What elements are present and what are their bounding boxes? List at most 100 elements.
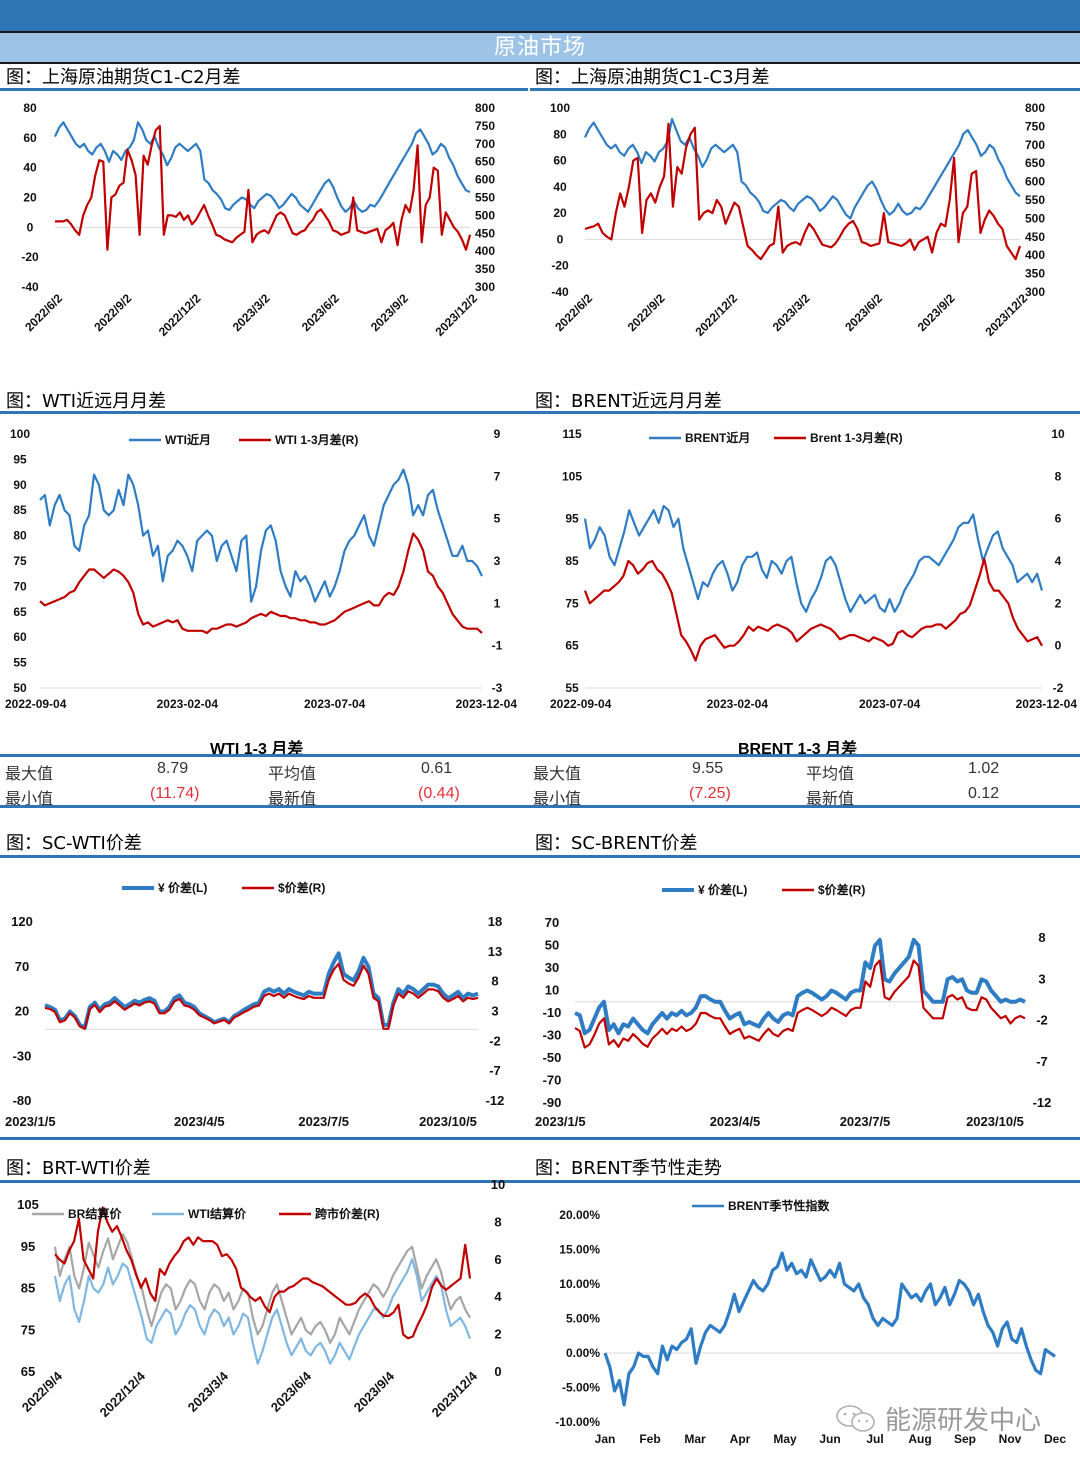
x-tick-label: Jul <box>866 1432 883 1446</box>
x-tick-label: Mar <box>684 1432 706 1446</box>
section-title-brent-spread: 图：BRENT近远月月差 <box>535 391 722 412</box>
y-left-tick-label: -90 <box>543 1095 562 1110</box>
x-tick-label: Aug <box>908 1432 931 1446</box>
x-tick-label: Sep <box>954 1432 976 1446</box>
wti-max-value: 8.79 <box>157 760 189 777</box>
y-right-tick-label: 10 <box>491 1177 505 1192</box>
x-tick-label: 2023/4/5 <box>710 1114 761 1129</box>
x-tick-label: 2023/10/5 <box>419 1114 477 1129</box>
y-right-tick-label: 750 <box>475 119 495 133</box>
y-right-tick-label: -2 <box>1036 1013 1048 1028</box>
chart-brt-wti: 105 95 85 75 65 10 8 6 4 2 0 2022/9/4 2022/12/4 2023/… <box>0 1177 530 1463</box>
y-left-tick-label: 55 <box>13 656 27 670</box>
chart-sc-wti: 120 70 20 -30 -80 18 13 8 3 -2 -7 -12 2023/1/5 2023/4… <box>0 860 530 1135</box>
y-right-tick-label: -12 <box>486 1093 505 1108</box>
series-line-0 <box>584 117 1021 220</box>
series-line-0 <box>574 937 1026 1036</box>
y-left-tick-label: 0 <box>27 220 34 234</box>
y-right-tick-label: 750 <box>1025 119 1045 133</box>
x-tick-label: 2023/3/2 <box>230 291 273 334</box>
section-title-sc-brent: 图：SC-BRENT价差 <box>535 833 698 854</box>
legend-label: BRENT季节性指数 <box>728 1198 830 1213</box>
y-left-tick-label: 100 <box>10 427 30 441</box>
y-right-tick-label: 650 <box>1025 156 1045 170</box>
y-left-tick-label: -70 <box>543 1073 562 1088</box>
legend-label: Brent 1-3月差(R) <box>810 430 903 445</box>
chart-sc-c1c3: 100 80 60 40 20 0 -20 -40 800 750 700 650 600 550 500 4… <box>530 92 1080 382</box>
wti-latest-label: 最新值 <box>268 791 317 808</box>
y-left-tick-label: 20 <box>553 206 567 220</box>
y-left-tick-label: 20.00% <box>559 1208 600 1222</box>
x-tick-label: 2023-12-04 <box>1016 697 1078 711</box>
y-right-tick-label: 2 <box>1055 596 1062 610</box>
x-tick-label: 2023/12/2 <box>982 291 1030 339</box>
y-left-tick-label: 5.00% <box>566 1312 600 1326</box>
x-tick-label: 2023/9/4 <box>351 1368 398 1415</box>
legend-label: ¥ 价差(L) <box>158 880 207 895</box>
banner-title: 原油市场 <box>0 33 1080 64</box>
chart-svg-sc_c1c3: 100 80 60 40 20 0 -20 -40 800 750 700 650 600 550 500 4… <box>550 101 1045 339</box>
y-right-tick-label: 6 <box>494 1252 501 1267</box>
y-right-tick-label: -2 <box>489 1033 501 1048</box>
brent-latest-value: 0.12 <box>968 785 1000 802</box>
y-left-tick-label: -20 <box>21 250 39 264</box>
y-right-tick-label: 18 <box>488 914 502 929</box>
x-tick-label: 2023/3/2 <box>770 291 813 334</box>
legend-label: ¥ 价差(L) <box>698 882 747 897</box>
stats-top-divider <box>0 754 1080 757</box>
chart-svg-brent_spread: 115 105 95 85 75 65 55 10 8 6 4 2 0 -2 2022-09-04 2023-… <box>550 427 1078 711</box>
y-right-tick-label: -1 <box>492 639 503 653</box>
watermark: 能源研发中心 <box>835 1400 1041 1437</box>
chart-svg-sc_wti: 120 70 20 -30 -80 18 13 8 3 -2 -7 -12 2023/1/5 2023/4… <box>5 880 505 1129</box>
y-left-tick-label: -10.00% <box>555 1415 600 1429</box>
brent-min-value: (7.25) <box>689 785 731 802</box>
y-left-tick-label: 105 <box>17 1197 39 1212</box>
y-right-tick-label: -12 <box>1033 1095 1052 1110</box>
y-right-tick-label: 600 <box>475 173 495 187</box>
legend-label: WTI结算价 <box>188 1206 247 1221</box>
wti-min-label: 最小值 <box>5 791 54 808</box>
legend-label: 跨市价差(R) <box>315 1206 380 1221</box>
x-tick-label: 2023/9/2 <box>368 291 411 334</box>
y-left-tick-label: 90 <box>13 478 27 492</box>
brent-avg-value: 1.02 <box>968 760 1000 777</box>
stats-table: 最大值 8.79 平均值 0.61 最小值 (11.74) 最新值 (0.44)… <box>0 760 1080 810</box>
y-left-tick-label: 50 <box>13 681 27 695</box>
y-right-tick-label: 8 <box>491 974 498 989</box>
y-right-tick-label: 700 <box>475 137 495 151</box>
y-left-tick-label: 75 <box>565 596 579 610</box>
section-title-sc-c1c3: 图：上海原油期货C1-C3月差 <box>535 67 770 88</box>
y-left-tick-label: -5.00% <box>562 1381 600 1395</box>
x-tick-label: 2023/6/2 <box>842 291 885 334</box>
y-right-tick-label: 2 <box>494 1327 501 1342</box>
section-divider <box>0 1180 1080 1183</box>
y-right-tick-label: 13 <box>488 944 502 959</box>
y-right-tick-label: 3 <box>494 554 501 568</box>
y-left-tick-label: 60 <box>553 154 567 168</box>
y-right-tick-label: 550 <box>475 191 495 205</box>
x-tick-label: 2023/7/5 <box>298 1114 349 1129</box>
y-right-tick-label: 1 <box>494 596 501 610</box>
x-tick-label: Jan <box>595 1432 616 1446</box>
chart-svg-wti_spread: 1009590858075706560555097531-1-32022-09-… <box>5 427 518 711</box>
y-left-tick-label: 120 <box>11 914 33 929</box>
series-line-1 <box>53 1258 472 1365</box>
y-left-tick-label: -30 <box>13 1048 32 1063</box>
x-tick-label: 2023-07-04 <box>304 697 366 711</box>
y-right-tick-label: 550 <box>1025 193 1045 207</box>
section-title-wti-spread: 图：WTI近远月月差 <box>6 391 167 412</box>
y-right-tick-label: 3 <box>491 1004 498 1019</box>
section-title-brt-wti: 图：BRT-WTI价差 <box>6 1158 151 1179</box>
y-right-tick-label: -7 <box>489 1063 501 1078</box>
wti-avg-value: 0.61 <box>421 760 453 777</box>
y-right-tick-label: 300 <box>1025 285 1045 299</box>
x-tick-label: 2023-12-04 <box>456 697 518 711</box>
y-right-tick-label: 600 <box>1025 175 1045 189</box>
y-left-tick-label: 10 <box>545 983 559 998</box>
chart-brent-season: 20.00% 15.00% 10.00% 5.00% 0.00% -5.00% -10.00… <box>530 1185 1080 1463</box>
y-right-tick-label: 9 <box>494 427 501 441</box>
series-line-1 <box>583 557 1043 662</box>
brent-max-value: 9.55 <box>692 760 724 777</box>
y-left-tick-label: -50 <box>543 1050 562 1065</box>
